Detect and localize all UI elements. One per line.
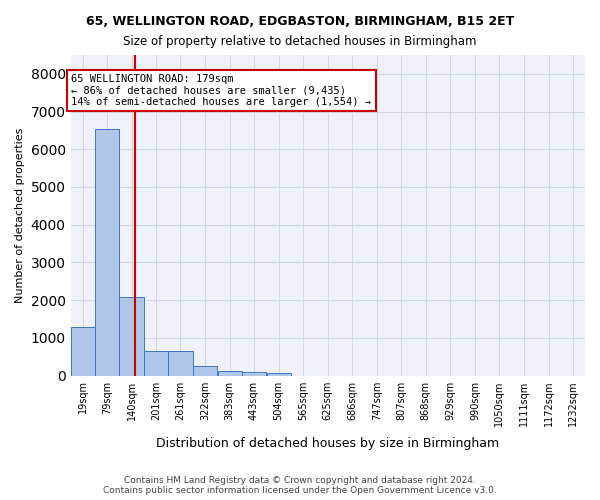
Bar — [242, 372, 266, 376]
Bar — [119, 297, 143, 376]
Bar — [71, 326, 95, 376]
Bar — [144, 352, 169, 376]
Bar — [218, 370, 242, 376]
Text: Contains HM Land Registry data © Crown copyright and database right 2024.
Contai: Contains HM Land Registry data © Crown c… — [103, 476, 497, 495]
Text: 65 WELLINGTON ROAD: 179sqm
← 86% of detached houses are smaller (9,435)
14% of s: 65 WELLINGTON ROAD: 179sqm ← 86% of deta… — [71, 74, 371, 107]
Bar — [95, 128, 119, 376]
Y-axis label: Number of detached properties: Number of detached properties — [15, 128, 25, 303]
Bar — [266, 373, 291, 376]
Bar — [169, 352, 193, 376]
Text: 65, WELLINGTON ROAD, EDGBASTON, BIRMINGHAM, B15 2ET: 65, WELLINGTON ROAD, EDGBASTON, BIRMINGH… — [86, 15, 514, 28]
X-axis label: Distribution of detached houses by size in Birmingham: Distribution of detached houses by size … — [156, 437, 499, 450]
Text: Size of property relative to detached houses in Birmingham: Size of property relative to detached ho… — [123, 35, 477, 48]
Bar — [193, 366, 217, 376]
